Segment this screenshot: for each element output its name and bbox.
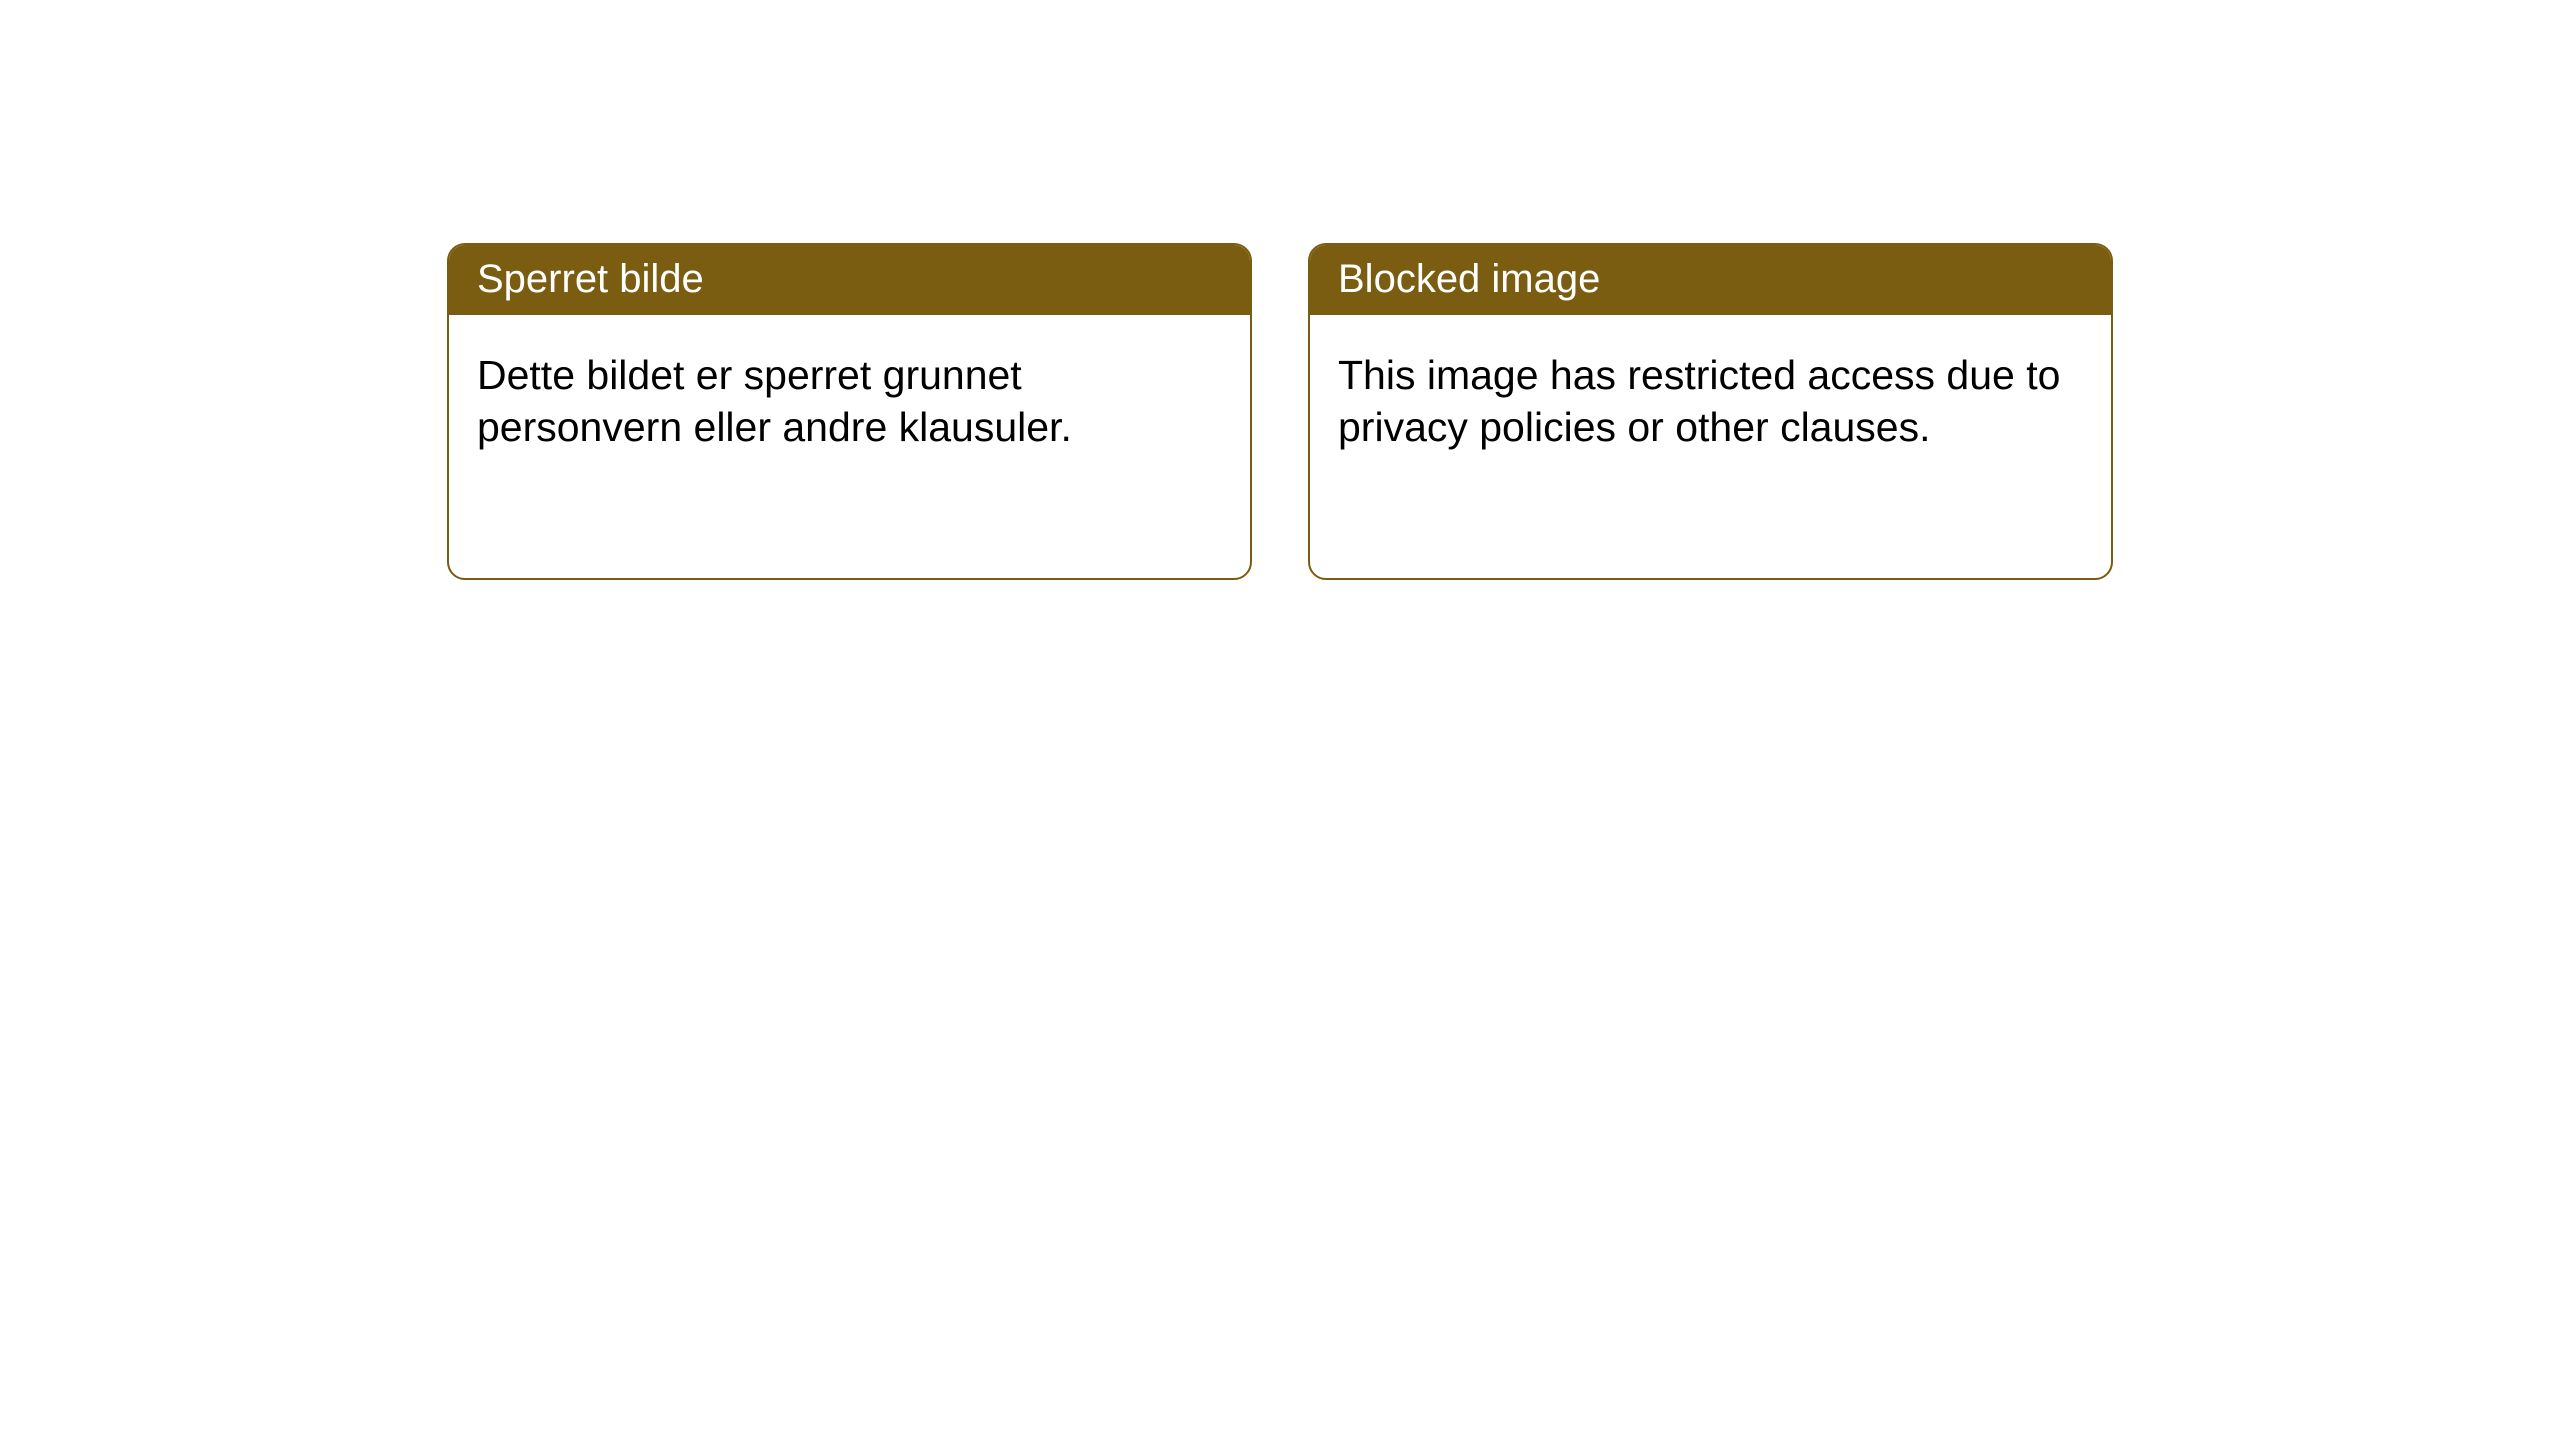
- notice-title-english: Blocked image: [1310, 245, 2111, 315]
- notice-container: Sperret bilde Dette bildet er sperret gr…: [0, 0, 2560, 580]
- notice-title-norwegian: Sperret bilde: [449, 245, 1250, 315]
- notice-body-english: This image has restricted access due to …: [1310, 315, 2111, 488]
- notice-card-english: Blocked image This image has restricted …: [1308, 243, 2113, 580]
- notice-body-norwegian: Dette bildet er sperret grunnet personve…: [449, 315, 1250, 488]
- notice-card-norwegian: Sperret bilde Dette bildet er sperret gr…: [447, 243, 1252, 580]
